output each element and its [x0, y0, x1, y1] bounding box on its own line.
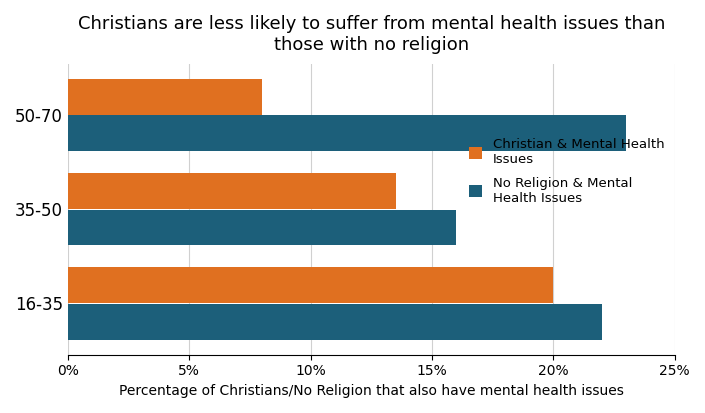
Title: Christians are less likely to suffer from mental health issues than
those with n: Christians are less likely to suffer fro… — [78, 15, 665, 54]
Bar — [68, 210, 456, 245]
Legend: Christian & Mental Health
Issues, No Religion & Mental
Health Issues: Christian & Mental Health Issues, No Rel… — [465, 134, 668, 209]
Bar — [68, 173, 396, 209]
Bar — [68, 116, 626, 151]
Bar — [68, 267, 553, 303]
Bar — [68, 79, 262, 114]
Bar — [68, 304, 602, 339]
X-axis label: Percentage of Christians/No Religion that also have mental health issues: Percentage of Christians/No Religion tha… — [119, 384, 624, 398]
